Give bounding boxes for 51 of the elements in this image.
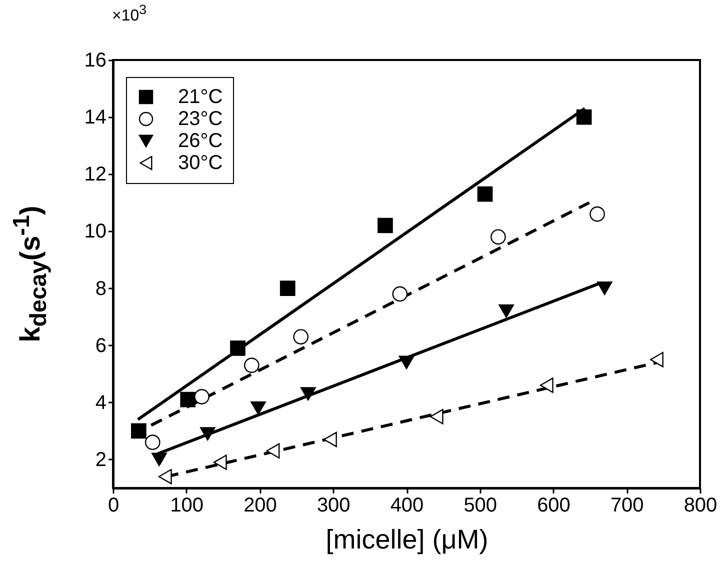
point (194, 389, 210, 404)
point (323, 432, 337, 448)
point (200, 427, 216, 441)
y-tick-label: 8 (95, 278, 106, 300)
point (498, 304, 514, 318)
point (300, 387, 316, 401)
y-tick-label: 14 (84, 106, 106, 129)
point (131, 423, 146, 439)
point (293, 329, 309, 344)
y-tick-label: 16 (84, 50, 106, 72)
legend-label: 21°C (178, 86, 223, 108)
point (144, 434, 160, 450)
y-tick-label: 12 (84, 164, 106, 186)
legend-label: 26°C (178, 130, 223, 152)
x-tick-label: 500 (464, 494, 498, 516)
point (180, 392, 196, 408)
point (152, 452, 167, 466)
point (266, 443, 280, 459)
text: ×10$^{3}$ (112, 2, 147, 26)
point (590, 206, 605, 222)
x-tick-label: 200 (244, 494, 277, 516)
point (490, 229, 506, 245)
x-axis-title: [micelle] (μM) (326, 524, 488, 554)
y-tick-label: 4 (95, 392, 106, 414)
point (250, 401, 266, 415)
x-tick-label: 800 (684, 494, 718, 516)
x-tick-label: 0 (108, 494, 120, 516)
point (477, 186, 493, 202)
x-tick-label: 700 (610, 494, 644, 516)
legend-label: 30°C (178, 152, 223, 174)
point (576, 109, 592, 125)
legend-label: 23°C (178, 108, 223, 130)
point (398, 356, 414, 370)
point (158, 468, 172, 484)
point (280, 280, 296, 296)
point (213, 454, 227, 470)
point (430, 408, 444, 424)
point (392, 286, 408, 302)
point (378, 218, 393, 234)
point (650, 352, 664, 368)
x-tick-label: 100 (170, 494, 204, 516)
point (596, 282, 612, 295)
y-tick-label: 6 (95, 334, 106, 357)
point (230, 340, 246, 356)
x-tick-label: 600 (537, 494, 570, 516)
x-tick-label: 400 (390, 494, 424, 516)
x-tick-label: 300 (316, 494, 350, 516)
y-tick-label: 10 (84, 220, 106, 243)
y-tick-label: 2 (95, 448, 106, 471)
point (244, 358, 260, 373)
point (540, 378, 554, 393)
